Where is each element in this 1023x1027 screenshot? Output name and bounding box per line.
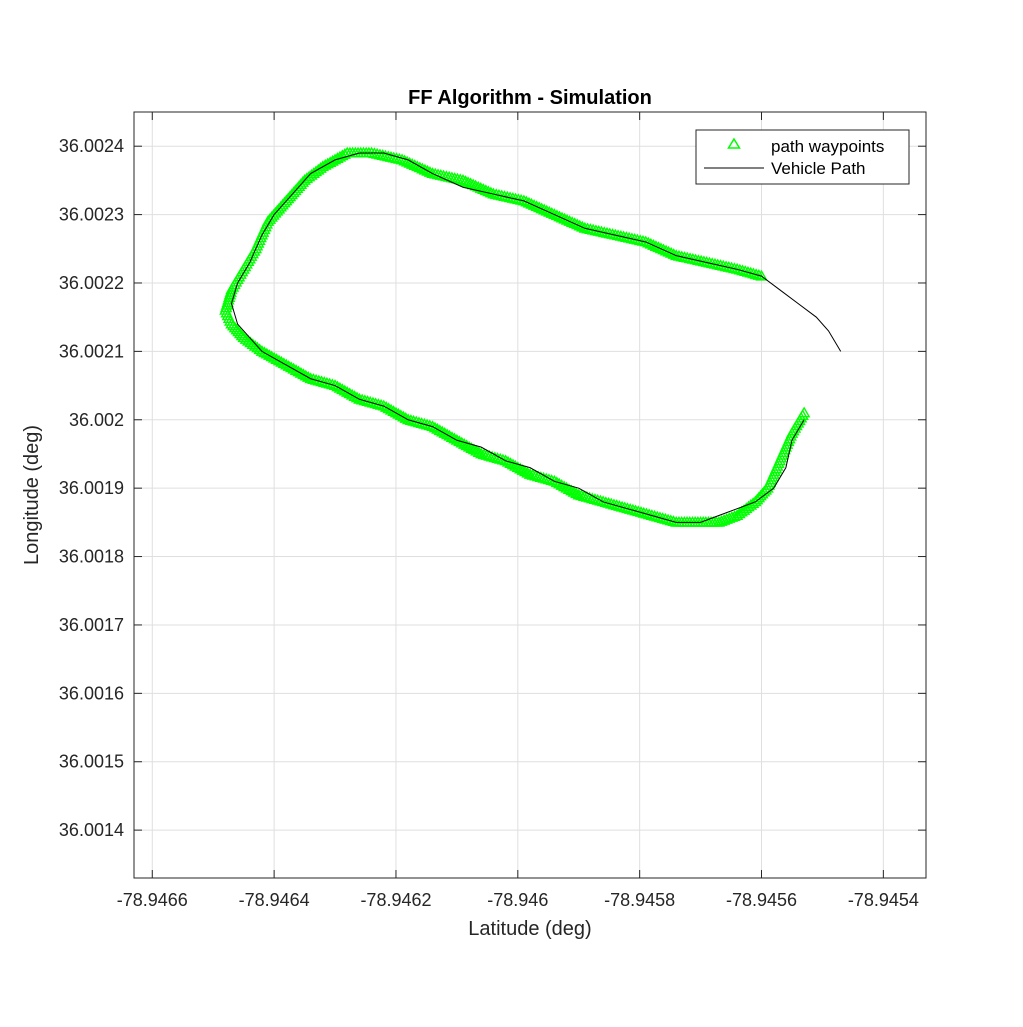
waypoint-marker-fill bbox=[302, 170, 316, 182]
waypoint-marker-fill bbox=[242, 334, 255, 346]
waypoint-marker-fill bbox=[466, 178, 480, 190]
grid bbox=[134, 112, 926, 878]
waypoint-marker-fill bbox=[459, 175, 472, 186]
waypoint-marker-fill bbox=[421, 164, 434, 176]
legend: path waypoints Vehicle Path bbox=[695, 129, 910, 185]
waypoint-marker-fill bbox=[477, 183, 490, 194]
waypoint-marker-fill bbox=[474, 181, 487, 193]
waypoint-marker-fill bbox=[248, 339, 262, 351]
y-tick-label: 36.0015 bbox=[59, 752, 124, 772]
waypoint-marker-fill bbox=[735, 505, 748, 517]
waypoint-marker-fill bbox=[400, 155, 414, 167]
x-tick-label: -78.9454 bbox=[848, 890, 919, 910]
waypoint-marker-fill bbox=[428, 421, 442, 433]
waypoint-marker-fill bbox=[740, 502, 753, 514]
waypoint-marker-fill bbox=[746, 497, 760, 508]
x-axis-title: Latitude (deg) bbox=[468, 918, 591, 940]
waypoint-marker-fill bbox=[239, 332, 253, 344]
waypoint-marker-fill bbox=[461, 176, 475, 188]
waypoint-marker-fill bbox=[728, 510, 741, 521]
waypoint-marker-fill bbox=[305, 168, 318, 180]
y-tick-label: 36.0017 bbox=[59, 615, 124, 635]
waypoint-marker-fill bbox=[416, 162, 429, 174]
chart-title: FF Algorithm - Simulation bbox=[408, 87, 652, 109]
x-tick-label: -78.9466 bbox=[117, 890, 188, 910]
y-tick-label: 36.0021 bbox=[59, 341, 124, 361]
waypoint-marker-fill bbox=[398, 154, 411, 166]
waypoint-marker-fill bbox=[501, 455, 515, 467]
waypoint-marker-fill bbox=[251, 341, 264, 353]
waypoint-marker-fill bbox=[331, 380, 344, 392]
waypoint-marker-fill bbox=[413, 161, 427, 173]
y-tick-label: 36.0014 bbox=[59, 820, 124, 840]
legend-label-vehicle-path: Vehicle Path bbox=[771, 159, 866, 178]
y-tick-label: 36.0024 bbox=[59, 136, 124, 156]
waypoint-marker-fill bbox=[464, 177, 477, 189]
x-tick-labels: -78.9466 -78.9464 -78.9462 -78.946 -78.9458 -… bbox=[117, 890, 919, 910]
plot-area bbox=[219, 146, 842, 527]
waypoint-marker-fill bbox=[482, 185, 495, 197]
vehicle-path-line bbox=[230, 152, 842, 523]
legend-box bbox=[695, 129, 910, 185]
waypoint-marker bbox=[298, 173, 311, 185]
x-tick-label: -78.9456 bbox=[726, 890, 797, 910]
x-tick-label: -78.9462 bbox=[360, 890, 431, 910]
y-tick-labels: 36.0014 36.0015 36.0016 36.0017 36.0018 36.00… bbox=[59, 136, 124, 840]
waypoint-marker-fill bbox=[336, 149, 349, 161]
waypoint-marker-fill bbox=[717, 513, 731, 525]
x-tick-label: -78.9458 bbox=[604, 890, 675, 910]
y-axis-title: Longitude (deg) bbox=[21, 425, 43, 565]
waypoint-marker-fill bbox=[720, 513, 733, 524]
waypoint-marker-fill bbox=[550, 476, 564, 488]
y-tick-label: 36.002 bbox=[69, 410, 124, 430]
waypoint-marker-fill bbox=[380, 401, 393, 412]
x-tick-label: -78.9464 bbox=[239, 890, 310, 910]
y-tick-label: 36.0018 bbox=[59, 547, 124, 567]
waypoint-marker-fill bbox=[723, 512, 736, 523]
waypoint-marker-fill bbox=[737, 503, 751, 515]
waypoint-marker-fill bbox=[423, 166, 437, 177]
waypoint-marker-fill bbox=[244, 336, 257, 348]
legend-marker-path-waypoints bbox=[727, 137, 741, 149]
waypoint-marker-fill bbox=[733, 507, 746, 519]
axis-ticks bbox=[134, 112, 926, 878]
legend-label-path-waypoints: path waypoints bbox=[771, 137, 884, 156]
waypoint-marker-fill bbox=[484, 186, 498, 198]
waypoint-marker-fill bbox=[725, 511, 739, 522]
y-tick-label: 36.0019 bbox=[59, 478, 124, 498]
y-tick-label: 36.0016 bbox=[59, 683, 124, 703]
y-tick-label: 36.0022 bbox=[59, 273, 124, 293]
waypoint-marker bbox=[255, 344, 269, 356]
waypoint-marker-fill bbox=[479, 184, 493, 196]
waypoint-marker bbox=[456, 173, 470, 185]
waypoint-marker-fill bbox=[742, 500, 755, 512]
waypoint-marker-fill bbox=[309, 165, 323, 177]
x-tick-label: -78.946 bbox=[487, 890, 548, 910]
waypoint-marker-fill bbox=[300, 172, 314, 184]
waypoint-marker-fill bbox=[418, 163, 432, 175]
waypoint-marker bbox=[730, 509, 744, 520]
y-tick-label: 36.0023 bbox=[59, 205, 124, 225]
waypoint-marker bbox=[749, 495, 762, 507]
waypoint-marker-fill bbox=[253, 343, 266, 355]
axes-box bbox=[133, 111, 927, 879]
